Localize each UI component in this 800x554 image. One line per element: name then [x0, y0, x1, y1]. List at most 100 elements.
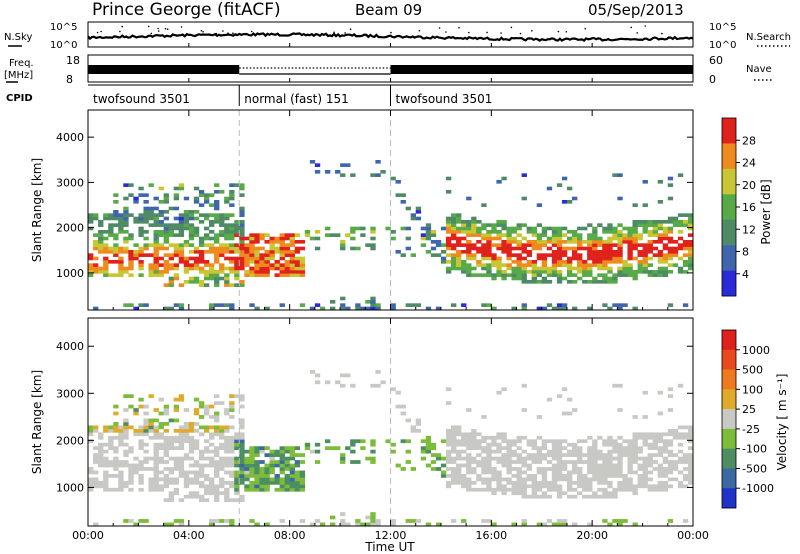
- velocity-cell: [476, 442, 482, 447]
- velocity-cell: [148, 435, 154, 440]
- velocity-cell: [451, 474, 457, 478]
- power-cell: [451, 263, 457, 267]
- power-cell: [138, 253, 144, 257]
- power-cell: [143, 206, 149, 211]
- power-cell: [647, 250, 653, 254]
- power-cell: [516, 270, 522, 274]
- power-cell: [153, 256, 159, 261]
- power-cell: [219, 276, 225, 281]
- velocity-cell: [521, 522, 527, 527]
- velocity-cell: [597, 480, 603, 485]
- power-cell: [657, 256, 664, 261]
- power-cell: [647, 233, 653, 237]
- freq-label: Freq.: [9, 58, 34, 69]
- velocity-cell: [662, 432, 669, 437]
- power-cell: [153, 243, 159, 247]
- power-cell: [486, 263, 492, 267]
- power-cell: [203, 193, 210, 197]
- velocity-cell: [234, 432, 240, 437]
- velocity-cell: [471, 435, 477, 440]
- velocity-cell: [672, 460, 679, 464]
- velocity-cell: [486, 449, 492, 454]
- velocity-cell: [188, 449, 195, 454]
- velocity-cell: [143, 404, 149, 409]
- velocity-cell: [153, 470, 159, 475]
- power-cell: [440, 250, 447, 254]
- velocity-cell: [461, 463, 467, 468]
- power-cell: [118, 250, 124, 254]
- power-cell: [501, 273, 507, 277]
- velocity-cell: [511, 439, 517, 444]
- power-cell: [153, 236, 159, 241]
- velocity-cell: [138, 474, 144, 478]
- velocity-cell: [662, 460, 669, 464]
- velocity-cell: [335, 446, 341, 451]
- power-cell: [556, 236, 563, 241]
- velocity-cell: [627, 439, 633, 444]
- velocity-cell: [229, 484, 235, 489]
- velocity-cell: [239, 422, 245, 426]
- power-cell: [451, 230, 457, 234]
- power-cell: [687, 226, 694, 231]
- colorbar-tick-label: 20: [742, 179, 756, 192]
- velocity-cell: [395, 404, 401, 409]
- velocity-cell: [158, 425, 164, 430]
- colorbar-swatch: [722, 468, 736, 489]
- power-cell: [687, 216, 694, 221]
- velocity-cell: [148, 428, 154, 433]
- power-cell: [138, 230, 144, 234]
- velocity-cell: [516, 435, 522, 440]
- velocity-cell: [118, 470, 124, 475]
- power-cell: [637, 266, 643, 271]
- velocity-cell: [597, 477, 603, 482]
- velocity-cell: [88, 439, 94, 444]
- power-cell: [219, 303, 225, 307]
- nave-label: Nave: [746, 64, 772, 75]
- velocity-cell: [279, 487, 285, 492]
- power-cell: [456, 260, 462, 264]
- velocity-cell: [128, 463, 134, 468]
- velocity-cell: [193, 477, 200, 482]
- velocity-cell: [350, 439, 356, 444]
- velocity-cell: [118, 432, 124, 437]
- power-cell: [254, 240, 260, 244]
- velocity-cell: [168, 439, 175, 444]
- power-cell: [370, 230, 376, 234]
- velocity-cell: [556, 484, 563, 489]
- power-cell: [269, 253, 275, 257]
- power-cell: [224, 230, 230, 234]
- velocity-cell: [148, 418, 154, 423]
- velocity-cell: [98, 453, 104, 457]
- nsearch-dot: [157, 30, 160, 32]
- nsearch-dot: [531, 30, 533, 32]
- power-cell: [642, 230, 648, 234]
- velocity-cell: [677, 470, 684, 475]
- power-cell: [128, 213, 134, 217]
- power-cell: [98, 243, 104, 247]
- power-cell: [188, 213, 195, 217]
- velocity-cell: [491, 470, 497, 475]
- velocity-cell: [209, 487, 215, 492]
- power-cell: [118, 213, 124, 217]
- power-cell: [582, 260, 588, 264]
- velocity-cell: [501, 477, 507, 482]
- velocity-cell: [430, 460, 437, 464]
- velocity-cell: [582, 474, 588, 478]
- velocity-cell: [561, 463, 568, 468]
- velocity-cell: [143, 519, 149, 523]
- power-cell: [183, 263, 190, 267]
- power-cell: [561, 240, 568, 244]
- power-cell: [163, 253, 169, 257]
- velocity-cell: [350, 383, 356, 388]
- velocity-cell: [108, 435, 114, 440]
- power-cell: [506, 250, 512, 254]
- power-cell: [299, 246, 306, 251]
- power-cell: [602, 243, 608, 247]
- power-cell: [582, 226, 588, 231]
- power-cell: [254, 236, 260, 241]
- power-cell: [370, 300, 376, 304]
- velocity-cell: [239, 460, 245, 464]
- velocity-cell: [506, 442, 512, 447]
- power-cell: [224, 216, 230, 221]
- power-cell: [264, 256, 270, 261]
